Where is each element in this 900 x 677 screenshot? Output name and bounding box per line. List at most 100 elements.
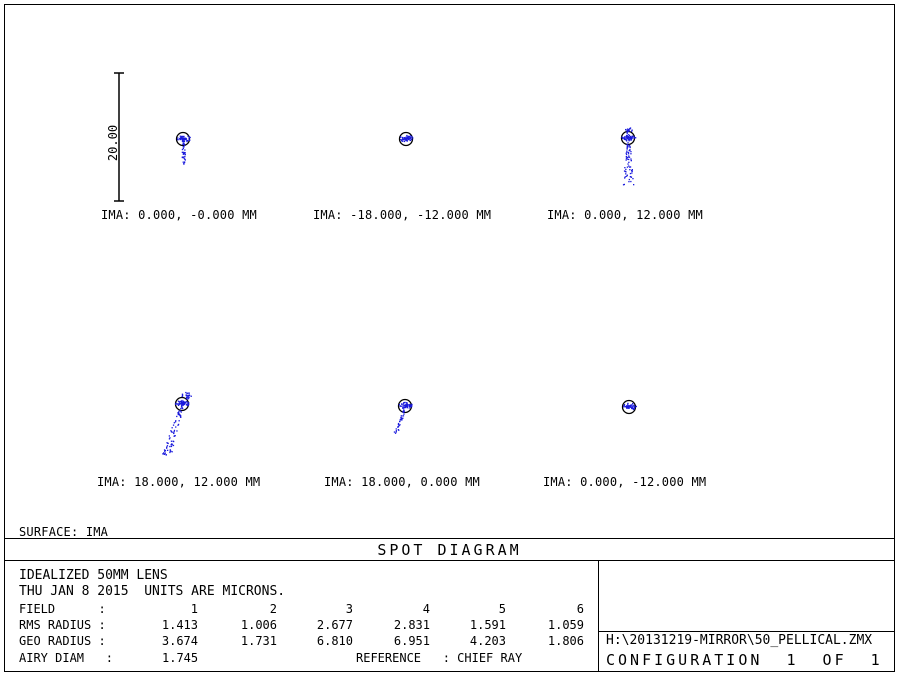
- scale-bar-label: 20.00: [106, 125, 120, 161]
- geo-value-4: 6.951: [393, 634, 430, 648]
- spot-point: [163, 452, 165, 454]
- spot-point: [188, 392, 190, 394]
- spot-point: [633, 405, 635, 407]
- surface-label: SURFACE: IMA: [19, 525, 109, 539]
- spot-point: [180, 400, 183, 403]
- spot-point: [626, 150, 628, 152]
- spot-label-3: IMA: 0.000, 12.000 MM: [547, 208, 703, 222]
- spot-point: [176, 415, 178, 418]
- spot-point: [408, 138, 410, 140]
- spot-point: [171, 444, 173, 446]
- fields-value-4: 4: [422, 602, 430, 616]
- spot-point: [632, 137, 634, 139]
- spot-point: [633, 184, 635, 186]
- spot-point: [627, 407, 630, 409]
- spot-label-5: IMA: 18.000, 0.000 MM: [324, 475, 480, 489]
- spot-point: [625, 173, 627, 175]
- spot-point: [400, 138, 402, 141]
- spot-point: [623, 406, 625, 408]
- spot-point: [627, 136, 629, 138]
- spot-point: [397, 426, 399, 428]
- spot-point: [625, 406, 627, 408]
- spot-point: [633, 137, 635, 139]
- spot-point: [412, 137, 414, 139]
- spot-point: [187, 135, 189, 137]
- spot-point: [627, 128, 629, 130]
- spot-point: [164, 452, 166, 454]
- spot-point: [185, 391, 187, 394]
- spot-point: [184, 159, 186, 161]
- spot-point: [631, 135, 633, 137]
- spot-point: [625, 159, 627, 161]
- spot-point: [631, 404, 633, 406]
- spot-point: [405, 405, 407, 407]
- spot-point: [187, 395, 189, 397]
- spot-point: [402, 407, 404, 409]
- divider-title: [4, 560, 895, 561]
- spot-point: [403, 413, 405, 415]
- spot-point: [629, 127, 632, 129]
- spot-point: [626, 151, 628, 153]
- spot-point: [405, 136, 407, 138]
- spot-point: [628, 178, 630, 181]
- spot-point: [393, 431, 396, 433]
- spot-point: [402, 415, 405, 417]
- spot-point: [163, 453, 165, 455]
- spot-point: [627, 153, 630, 155]
- fields-value-1: 1: [190, 602, 198, 616]
- spot-point: [182, 143, 184, 146]
- spot-point: [177, 404, 180, 406]
- spot-point: [170, 440, 173, 442]
- spot-point: [171, 427, 173, 429]
- spot-point: [629, 169, 631, 171]
- spot-point: [406, 402, 408, 404]
- spot-point: [406, 138, 409, 140]
- spot-point: [181, 148, 184, 151]
- spot-point: [188, 397, 190, 399]
- spot-point: [178, 403, 180, 406]
- spot-point: [173, 429, 176, 432]
- spot-point: [399, 424, 401, 426]
- spot-point: [182, 153, 185, 155]
- airy-value: 1.745: [162, 651, 199, 665]
- spot-point: [626, 147, 628, 149]
- spot-point: [626, 131, 628, 133]
- spot-point: [402, 405, 404, 407]
- spot-point: [397, 422, 400, 425]
- spot-point: [395, 428, 397, 430]
- spot-point: [178, 413, 181, 416]
- spot-point: [625, 139, 628, 141]
- spot-point: [626, 405, 628, 407]
- spot-point: [163, 449, 166, 451]
- spot-point: [164, 449, 167, 452]
- spot-point: [625, 157, 628, 159]
- divider-config: [598, 631, 895, 632]
- spot-point: [183, 157, 185, 160]
- spot-point: [186, 397, 188, 399]
- spot-point: [626, 145, 629, 147]
- spot-point: [627, 151, 630, 154]
- spot-point: [622, 136, 624, 139]
- spot-point: [183, 144, 186, 146]
- spot-point: [168, 435, 170, 437]
- spot-point: [177, 424, 179, 426]
- spot-point: [177, 423, 180, 426]
- spot-point: [406, 134, 408, 137]
- spot-point: [409, 404, 411, 407]
- spot-point: [175, 403, 177, 405]
- spot-point: [398, 404, 400, 406]
- spot-point: [632, 178, 634, 180]
- plot-title: SPOT DIAGRAM: [377, 541, 522, 559]
- spot-point: [627, 403, 629, 405]
- spot-point: [409, 135, 412, 137]
- spot-point: [627, 156, 629, 158]
- spot-point: [183, 401, 185, 404]
- spot-point: [626, 132, 628, 134]
- spot-point: [165, 454, 167, 456]
- spot-point: [180, 406, 183, 408]
- spot-point: [633, 136, 635, 138]
- spot-point: [180, 407, 182, 410]
- spot-point: [624, 405, 627, 408]
- spot-point: [179, 416, 182, 418]
